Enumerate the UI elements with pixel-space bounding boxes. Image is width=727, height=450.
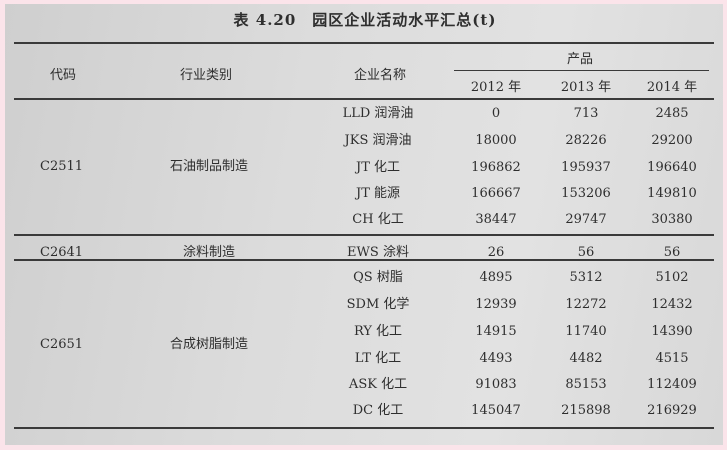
value-cell: 153206	[561, 186, 611, 201]
value-cell: 5312	[569, 270, 603, 285]
value-cell: 0	[491, 106, 501, 121]
value-cell: 2485	[655, 106, 689, 121]
value-cell: 18000	[475, 133, 517, 148]
value-cell: 38447	[475, 212, 517, 227]
header-industry: 行业类别	[179, 68, 233, 83]
company-name: EWS 涂料	[347, 245, 409, 260]
company-name: DC 化工	[352, 403, 404, 418]
company-name: LLD 润滑油	[342, 106, 414, 121]
header-product: 产品	[566, 52, 594, 67]
company-name: ASK 化工	[348, 377, 408, 392]
value-cell: 12939	[475, 297, 517, 312]
value-cell: 56	[663, 245, 681, 260]
value-cell: 195937	[561, 160, 611, 175]
value-cell: 713	[573, 106, 599, 121]
value-cell: 4895	[479, 270, 513, 285]
value-cell: 149810	[647, 186, 697, 201]
company-name: QS 树脂	[353, 270, 403, 285]
company-name: RY 化工	[353, 324, 403, 339]
value-cell: 56	[577, 245, 595, 260]
group-industry: 合成树脂制造	[169, 336, 249, 352]
value-cell: 26	[487, 245, 505, 260]
company-name: CH 化工	[352, 212, 404, 227]
company-name: JT 化工	[355, 160, 401, 175]
group-rule	[14, 234, 714, 236]
company-name: SDM 化学	[346, 297, 410, 312]
company-name: JKS 润滑油	[344, 133, 412, 148]
company-name: JT 能源	[355, 186, 401, 201]
value-cell: 5102	[655, 270, 689, 285]
table-title: 表 4.20 园区企业活动水平汇总(t)	[233, 11, 497, 29]
value-cell: 4515	[655, 351, 689, 366]
value-cell: 14915	[475, 324, 517, 339]
product-subrule	[454, 70, 709, 71]
value-cell: 166667	[471, 186, 521, 201]
header-year-2012: 2012 年	[470, 80, 522, 95]
header-code: 代码	[49, 68, 77, 83]
value-cell: 196862	[471, 160, 521, 175]
top-rule	[14, 42, 714, 44]
value-cell: 11740	[565, 324, 607, 339]
value-cell: 112409	[647, 377, 697, 392]
value-cell: 216929	[647, 403, 697, 418]
header-year-2013: 2013 年	[560, 80, 612, 95]
value-cell: 91083	[475, 377, 517, 392]
value-cell: 215898	[561, 403, 611, 418]
group-rule	[14, 259, 714, 261]
header-company: 企业名称	[353, 68, 407, 83]
value-cell: 28226	[565, 133, 607, 148]
group-industry: 涂料制造	[182, 245, 236, 260]
header-rule	[14, 98, 714, 100]
group-industry: 石油制品制造	[169, 159, 249, 174]
company-name: LT 化工	[354, 351, 402, 366]
value-cell: 196640	[647, 160, 697, 175]
document-page: 表 4.20 园区企业活动水平汇总(t) 代码 行业类别 企业名称 产品 201…	[5, 4, 723, 445]
value-cell: 145047	[471, 403, 521, 418]
value-cell: 12272	[565, 297, 607, 312]
value-cell: 4493	[479, 351, 513, 366]
value-cell: 4482	[569, 351, 603, 366]
value-cell: 29200	[651, 133, 693, 148]
bottom-rule	[14, 427, 714, 429]
value-cell: 85153	[565, 377, 607, 392]
value-cell: 12432	[651, 297, 693, 312]
value-cell: 29747	[565, 212, 607, 227]
group-code: C2651	[40, 336, 84, 352]
group-code: C2511	[40, 159, 84, 174]
value-cell: 30380	[651, 212, 693, 227]
value-cell: 14390	[651, 324, 693, 339]
group-code: C2641	[40, 245, 84, 260]
header-year-2014: 2014 年	[646, 80, 698, 95]
